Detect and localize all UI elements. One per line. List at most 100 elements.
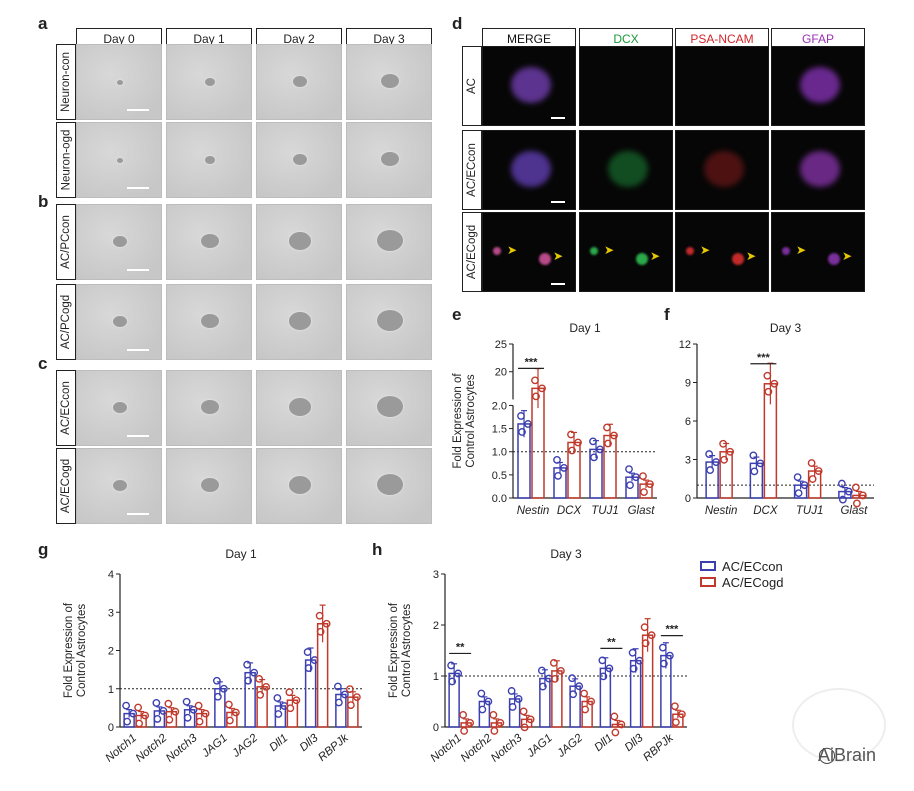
data-point — [316, 627, 325, 636]
phase-contrast-image — [346, 284, 432, 360]
data-point — [213, 692, 222, 701]
fluorescence-image — [771, 130, 865, 210]
fluor-column-header: DCX — [579, 28, 673, 48]
y-axis-label: Fold Expression ofControl Astrocytes — [452, 373, 477, 469]
cell-body — [113, 316, 127, 328]
fluor-row-label: AC — [462, 46, 482, 126]
data-point — [844, 487, 853, 496]
cell-body — [117, 80, 123, 85]
scale-bar — [127, 349, 149, 351]
data-point — [589, 437, 597, 446]
data-point — [851, 483, 860, 492]
fluorescence-image — [675, 130, 769, 210]
data-point — [553, 456, 561, 464]
cell-body — [201, 314, 219, 329]
cell-body — [293, 154, 307, 166]
scale-bar — [551, 201, 565, 203]
y-tick-label: 3 — [108, 607, 114, 619]
phase-contrast-image — [76, 448, 162, 524]
phase-contrast-image — [166, 370, 252, 446]
data-point — [569, 690, 578, 699]
data-point — [478, 705, 487, 714]
data-point — [628, 648, 637, 657]
cell-body — [113, 236, 127, 248]
data-point — [574, 438, 582, 447]
data-point — [519, 707, 528, 716]
fluor-column-header: PSA-NCAM — [675, 28, 769, 48]
phase-row-label-text: AC/PCogd — [60, 294, 72, 350]
data-point — [201, 709, 210, 718]
data-point — [646, 480, 654, 489]
cell-body — [289, 398, 311, 416]
cell-body — [377, 310, 403, 331]
x-tick-label: Notch1 — [103, 732, 139, 765]
fluor-column-header: GFAP — [771, 28, 865, 48]
chart-title: Day 3 — [550, 547, 582, 561]
data-point — [182, 697, 191, 706]
data-point — [756, 459, 765, 468]
legend-label-con: AC/ECcon — [722, 558, 783, 574]
data-point — [490, 727, 499, 735]
cell-body — [113, 402, 127, 414]
scale-bar — [127, 187, 149, 189]
fluor-row-label-text: AC/ECogd — [466, 224, 478, 280]
data-point — [225, 716, 234, 725]
panel-label-f: f — [664, 305, 670, 324]
data-point — [489, 711, 498, 719]
arrowhead-icon: ➤ — [553, 249, 564, 263]
y-tick-label: 0 — [685, 493, 691, 505]
phase-row-label-text: Neuron-con — [60, 51, 72, 113]
cell-signal — [539, 253, 551, 265]
cell-body — [293, 76, 307, 88]
x-tick-label: Dll1 — [592, 732, 615, 754]
x-tick-label: DCX — [753, 505, 779, 517]
data-point — [484, 697, 493, 706]
data-point — [726, 447, 735, 456]
data-point — [617, 720, 626, 729]
data-point — [554, 472, 562, 480]
y-tick-label: 25 — [495, 339, 507, 351]
data-point — [807, 459, 816, 467]
data-point — [575, 682, 584, 691]
y-tick-label: 1.5 — [492, 424, 507, 436]
cell-body — [377, 396, 403, 417]
arrowhead-icon: ➤ — [700, 243, 711, 257]
cell-body — [289, 312, 311, 330]
data-point — [531, 376, 539, 385]
scale-bar — [127, 513, 149, 515]
fluorescence-image — [482, 130, 576, 210]
watermark-seal-icon — [792, 688, 886, 762]
data-point — [800, 481, 809, 490]
fluor-row-label: AC/ECogd — [462, 212, 482, 292]
data-point — [568, 674, 577, 683]
legend: AC/ECcon AC/ECogd — [700, 558, 783, 590]
cell-signal — [782, 247, 790, 255]
data-point — [152, 699, 161, 707]
y-tick-label: 4 — [108, 569, 114, 581]
phase-contrast-image — [76, 44, 162, 120]
phase-row-label: Neuron-con — [56, 44, 76, 120]
data-point — [134, 703, 143, 712]
cell-signal — [511, 67, 551, 103]
x-tick-label: JAG2 — [230, 732, 261, 761]
data-point — [194, 701, 203, 710]
data-point — [706, 466, 715, 474]
phase-contrast-image — [256, 122, 342, 198]
data-point — [750, 467, 759, 476]
data-point — [629, 664, 638, 673]
data-point — [538, 682, 547, 691]
x-tick-label: JAG2 — [555, 732, 586, 761]
cell-body — [377, 474, 403, 495]
chart-title: Day 3 — [770, 321, 802, 335]
phase-contrast-image — [166, 44, 252, 120]
fluorescence-image: ➤ ➤ — [579, 212, 673, 292]
data-point — [603, 423, 611, 432]
phase-contrast-image — [76, 122, 162, 198]
phase-row-label: AC/PCcon — [56, 204, 76, 280]
x-tick-label: Notch2 — [459, 732, 495, 765]
data-point — [580, 689, 589, 698]
data-point — [640, 623, 649, 632]
phase-contrast-image — [166, 204, 252, 280]
fluor-column-header: MERGE — [482, 28, 576, 48]
phase-row-label: AC/ECcon — [56, 370, 76, 446]
